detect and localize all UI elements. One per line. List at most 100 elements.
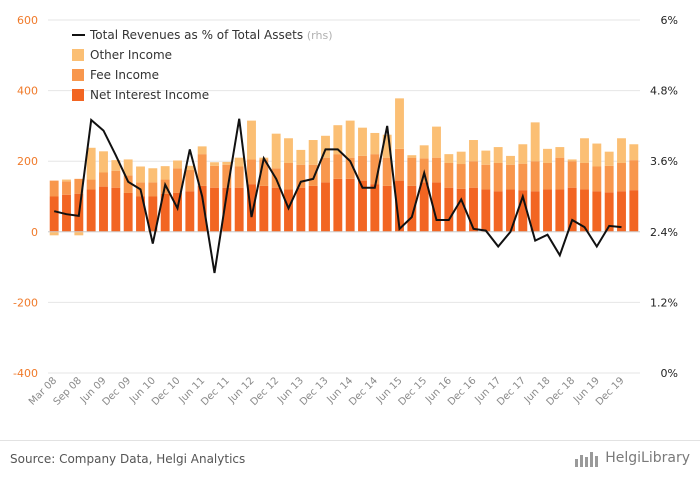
legend-label-total-revenues: Total Revenues as % of Total Assets (rhs…	[89, 28, 333, 42]
y2-tick-label: 6%	[661, 14, 678, 27]
bar-other-income	[481, 150, 491, 165]
bar-fee-income	[481, 164, 491, 190]
legend-label-net-interest-income: Net Interest Income	[90, 88, 209, 102]
bar-fee-income	[197, 154, 207, 186]
bar-other-income	[456, 151, 466, 165]
bar-net-interest-income	[530, 191, 540, 232]
bar-net-interest-income	[370, 184, 380, 232]
bar-other-income	[86, 147, 96, 180]
bar-fee-income	[111, 170, 121, 188]
bar-fee-income	[543, 162, 552, 190]
bar-net-interest-income	[419, 182, 429, 232]
bar-other-income	[592, 143, 602, 167]
bar-fee-income	[629, 160, 639, 191]
y-tick-label: 200	[17, 155, 38, 168]
bar-fee-income	[382, 157, 392, 186]
bar-other-income	[345, 120, 355, 158]
bar-fee-income	[345, 157, 355, 179]
bar-other-income	[136, 166, 145, 183]
bar-net-interest-income	[567, 187, 577, 232]
bar-other-income	[308, 140, 318, 165]
bar-net-interest-income	[210, 187, 219, 232]
bar-net-interest-income	[592, 191, 602, 232]
bar-net-interest-income	[629, 190, 639, 232]
bar-other-income	[358, 127, 367, 156]
bar-fee-income	[604, 165, 614, 193]
bar-other-income	[506, 155, 515, 165]
bar-fee-income	[284, 162, 293, 190]
bar-other-income	[567, 159, 577, 162]
helgi-library-logo[interactable]: HelgiLibrary	[574, 449, 690, 467]
bar-fee-income	[333, 154, 343, 179]
bar-other-income	[284, 138, 293, 163]
bar-net-interest-income	[407, 185, 417, 232]
bar-other-income	[407, 155, 417, 158]
bar-other-income	[99, 151, 108, 173]
bar-fee-income	[173, 168, 182, 193]
bar-net-interest-income	[555, 189, 565, 232]
bar-fee-income	[555, 157, 565, 190]
y2-tick-label: 0%	[661, 367, 678, 380]
bar-other-income	[296, 149, 306, 165]
bar-net-interest-income	[444, 187, 454, 232]
bar-net-interest-income	[543, 189, 552, 232]
bar-net-interest-income	[185, 191, 195, 232]
bar-net-interest-income	[222, 187, 232, 232]
bar-fee-income	[185, 170, 195, 192]
bar-net-interest-income	[395, 180, 404, 232]
bar-other-income	[518, 144, 528, 164]
bar-other-income	[555, 147, 565, 158]
bar-fee-income	[456, 164, 466, 189]
y-tick-label: 0	[31, 226, 38, 239]
bar-fee-income	[123, 175, 133, 193]
bar-net-interest-income	[148, 196, 158, 232]
y2-tick-label: 1.2%	[650, 296, 678, 309]
bar-fee-income	[296, 164, 306, 188]
bar-net-interest-income	[333, 178, 343, 232]
bar-fee-income	[259, 159, 269, 186]
bar-fee-income	[407, 157, 417, 186]
bar-other-income	[49, 231, 59, 236]
bar-net-interest-income	[481, 189, 491, 232]
bar-net-interest-income	[173, 192, 182, 232]
bar-other-income	[271, 133, 281, 169]
bar-fee-income	[222, 164, 232, 188]
bar-net-interest-income	[99, 186, 108, 232]
chart-area: -400 0%-200 1.2%0 2.4%200 3.6%400 4.8%600 6%Ma…	[13, 14, 678, 408]
bar-fee-income	[518, 163, 528, 191]
bar-fee-income	[234, 166, 244, 188]
bar-other-income	[321, 135, 330, 158]
bar-fee-income	[210, 165, 219, 188]
bar-other-income	[74, 231, 84, 236]
bar-net-interest-income	[197, 185, 207, 232]
bar-net-interest-income	[617, 191, 626, 232]
y2-tick-label: 4.8%	[650, 85, 678, 98]
bar-fee-income	[62, 181, 71, 195]
bar-other-income	[382, 134, 392, 158]
bar-other-income	[493, 147, 503, 163]
bar-net-interest-income	[111, 187, 121, 232]
bar-other-income	[530, 122, 540, 162]
footer-separator	[0, 440, 700, 441]
bar-fee-income	[592, 166, 602, 192]
bar-fee-income	[493, 162, 503, 192]
bar-other-income	[234, 157, 244, 167]
bar-other-income	[62, 179, 71, 182]
bar-net-interest-income	[86, 189, 96, 232]
bar-other-income	[432, 126, 441, 158]
bar-other-income	[111, 160, 121, 171]
bar-net-interest-income	[271, 187, 281, 232]
bar-fee-income	[506, 164, 515, 190]
bar-net-interest-income	[259, 185, 269, 232]
bar-other-income	[197, 146, 207, 155]
bar-fee-income	[247, 159, 256, 185]
bar-net-interest-income	[345, 178, 355, 232]
bar-other-income	[123, 159, 133, 176]
bar-net-interest-income	[580, 189, 589, 232]
bar-net-interest-income	[493, 191, 503, 232]
bar-fee-income	[530, 161, 540, 192]
bar-net-interest-income	[469, 187, 478, 232]
bar-net-interest-income	[234, 187, 244, 232]
bar-other-income	[222, 161, 232, 165]
y-tick-label: 600	[17, 14, 38, 27]
